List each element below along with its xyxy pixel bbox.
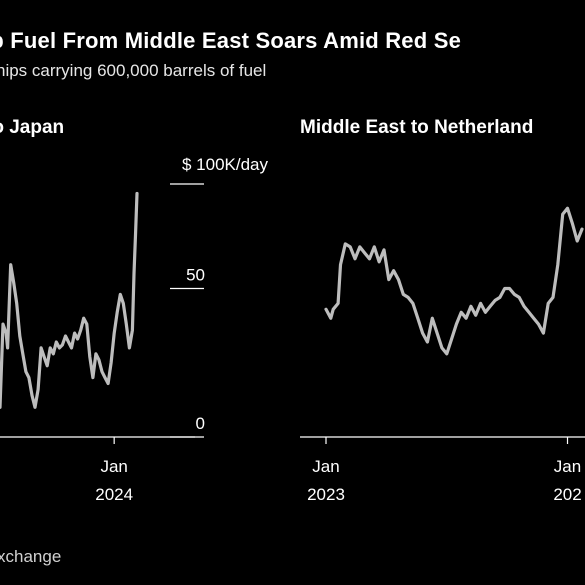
y-unit-label: $ 100K/day	[182, 155, 269, 174]
source-note: xchange	[0, 547, 62, 566]
x-tick-sublabel: 202	[553, 485, 581, 504]
x-tick-sublabel: 2023	[307, 485, 345, 504]
x-tick-label: Jan	[312, 457, 339, 476]
panel-title: to Japan	[0, 117, 64, 138]
x-tick-label: Jan	[100, 457, 127, 476]
panel-middle-east-to-netherland: Middle East to Netherland Jan 2023 Jan 202	[300, 117, 585, 504]
y-tick-label: 50	[186, 266, 205, 285]
y-tick-label: 0	[196, 414, 205, 433]
x-tick-sublabel: 2024	[95, 485, 133, 504]
panel-to-japan: to Japan $ 100K/day 0 50 Jan 2024	[0, 117, 268, 504]
series-line	[324, 206, 584, 356]
panel-title: Middle East to Netherland	[300, 117, 533, 138]
series-line	[0, 191, 139, 409]
chart-subtitle: hips carrying 600,000 barrels of fuel	[0, 61, 267, 80]
chart-title: ip Fuel From Middle East Soars Amid Red …	[0, 28, 462, 53]
x-tick-label: Jan	[554, 457, 581, 476]
